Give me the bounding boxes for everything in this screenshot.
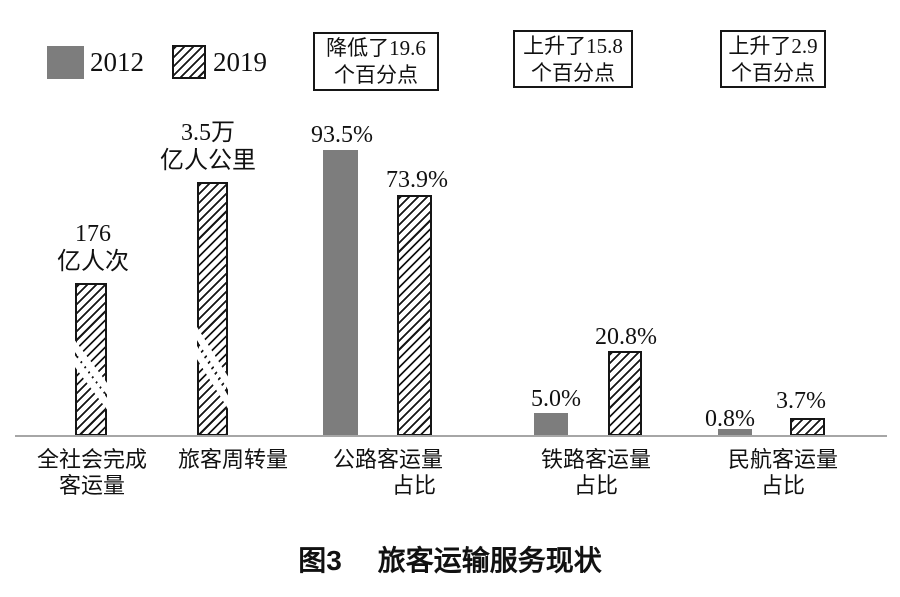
legend-label-2019: 2019 [213, 47, 267, 77]
x-axis-label-turnover: 旅客周转量 [178, 447, 288, 473]
bar-aviation-2019 [790, 418, 825, 436]
category-line: 占比 [760, 473, 806, 498]
annotation-box-aviation-change: 上升了2.9 个百分点 [720, 30, 826, 88]
category-line: 全社会完成 [36, 447, 148, 472]
value-label-highway-2019: 73.9% [386, 167, 448, 193]
value-label-total-volume-2019: 176 亿人次 [57, 220, 129, 276]
bar-railway-2012 [534, 413, 568, 436]
annotation-line: 上升了15.8 [523, 34, 623, 58]
legend-label-2012: 2012 [90, 47, 144, 77]
annotation-line: 个百分点 [531, 61, 615, 85]
bar-highway-2019 [397, 195, 432, 436]
legend-swatch-2012 [47, 46, 84, 79]
value-label-aviation-2019: 3.7% [776, 388, 826, 414]
annotation-line: 上升了2.9 [728, 34, 818, 58]
value-unit: 亿人公里 [160, 148, 256, 174]
category-line: 客运量 [58, 473, 126, 498]
x-axis-label-railway-share: 铁路客运量 占比 [541, 447, 651, 499]
category-line: 民航客运量 [727, 447, 839, 472]
value-label-highway-2012: 93.5% [311, 122, 373, 148]
category-line: 公路客运量 [332, 447, 444, 472]
figure-caption: 图3 旅客运输服务现状 [298, 539, 602, 579]
bar-highway-2012 [323, 150, 358, 436]
x-axis-label-highway-share: 公路客运量 占比 [333, 447, 443, 499]
value-unit: 亿人次 [57, 249, 129, 275]
category-line: 占比 [391, 473, 437, 498]
bar-aviation-2012 [718, 429, 752, 436]
annotation-line: 个百分点 [731, 61, 815, 85]
bar-railway-2019 [608, 351, 642, 436]
value-line: 176 [75, 221, 111, 247]
category-line: 占比 [573, 473, 619, 498]
x-axis-label-total-volume: 全社会完成 客运量 [37, 447, 147, 499]
value-label-aviation-2012: 0.8% [705, 406, 755, 432]
annotation-line: 降低了19.6 [326, 36, 426, 60]
annotation-line: 个百分点 [334, 63, 418, 87]
figure-number: 图3 [298, 545, 342, 576]
value-line: 3.5万 [181, 120, 235, 146]
value-label-railway-2012: 5.0% [531, 386, 581, 412]
value-label-turnover-2019: 3.5万 亿人公里 [160, 119, 256, 175]
category-line: 旅客周转量 [177, 447, 289, 472]
bar-turnover-2019 [189, 182, 235, 436]
annotation-box-railway-change: 上升了15.8 个百分点 [513, 30, 633, 88]
annotation-box-highway-change: 降低了19.6 个百分点 [313, 32, 439, 91]
bar-total-volume-2019 [69, 283, 113, 436]
category-line: 铁路客运量 [540, 447, 652, 472]
x-axis-label-aviation-share: 民航客运量 占比 [728, 447, 838, 499]
value-label-railway-2019: 20.8% [595, 324, 657, 350]
legend-swatch-2019 [172, 45, 206, 79]
figure-title: 旅客运输服务现状 [377, 545, 602, 576]
axis-baseline [15, 435, 887, 437]
